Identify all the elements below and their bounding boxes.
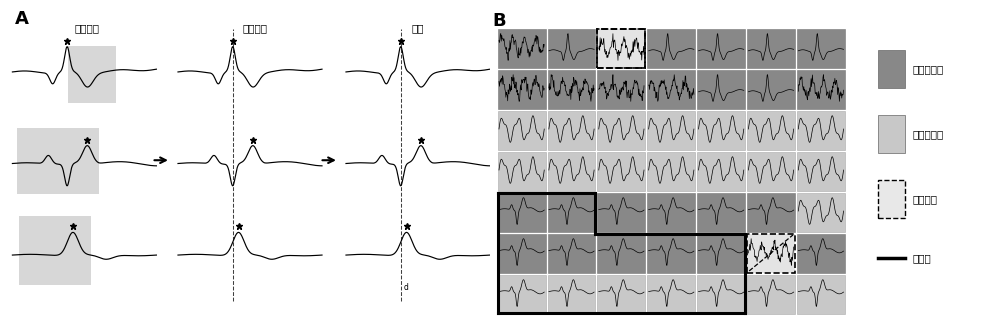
Bar — [597, 70, 645, 109]
Bar — [747, 233, 795, 273]
Bar — [17, 128, 99, 194]
Bar — [548, 111, 595, 150]
Bar — [797, 233, 845, 273]
Text: 无法确认: 无法确认 — [912, 194, 938, 204]
Bar — [747, 275, 795, 314]
Bar — [797, 193, 845, 232]
Bar — [747, 28, 795, 68]
Bar — [498, 151, 546, 191]
Bar — [697, 233, 745, 273]
Bar — [68, 46, 116, 103]
Bar — [597, 151, 645, 191]
Bar — [498, 28, 546, 68]
Text: A: A — [15, 10, 29, 28]
Text: B: B — [493, 12, 506, 30]
Bar — [747, 151, 795, 191]
Bar — [647, 70, 695, 109]
Text: 中央沟后回: 中央沟后回 — [912, 129, 944, 139]
Text: d: d — [404, 283, 408, 292]
Bar — [647, 111, 695, 150]
Bar — [878, 50, 905, 89]
Bar — [878, 180, 905, 218]
Bar — [548, 193, 595, 232]
Bar — [747, 193, 795, 232]
Bar — [498, 70, 546, 109]
Bar — [548, 275, 595, 314]
Bar — [597, 233, 645, 273]
Bar — [597, 28, 645, 68]
Text: 搜寻顶点: 搜寻顶点 — [74, 23, 99, 33]
Bar — [697, 151, 745, 191]
Text: 计算中值: 计算中值 — [242, 23, 267, 33]
Bar — [697, 28, 745, 68]
Text: 中央沟前回: 中央沟前回 — [912, 64, 944, 74]
Bar — [797, 151, 845, 191]
Bar — [747, 70, 795, 109]
Bar — [647, 233, 695, 273]
Bar — [647, 151, 695, 191]
Bar — [498, 275, 546, 314]
Bar — [697, 275, 745, 314]
Bar — [647, 275, 695, 314]
Bar — [597, 193, 645, 232]
Bar — [747, 111, 795, 150]
Bar — [797, 111, 845, 150]
Bar — [597, 275, 645, 314]
Bar — [647, 28, 695, 68]
Bar — [548, 151, 595, 191]
Bar — [697, 70, 745, 109]
Bar — [498, 193, 546, 232]
Bar — [797, 70, 845, 109]
Bar — [498, 111, 546, 150]
Bar — [797, 28, 845, 68]
Bar — [548, 233, 595, 273]
Bar — [19, 216, 91, 285]
Bar — [597, 111, 645, 150]
Text: 校验: 校验 — [412, 23, 424, 33]
Bar — [498, 233, 546, 273]
Bar — [697, 111, 745, 150]
Bar — [597, 28, 645, 68]
Bar — [697, 193, 745, 232]
Bar — [878, 115, 905, 153]
Bar — [548, 28, 595, 68]
Bar — [548, 70, 595, 109]
Text: 中央沟: 中央沟 — [912, 253, 931, 263]
Bar — [647, 193, 695, 232]
Bar — [797, 275, 845, 314]
